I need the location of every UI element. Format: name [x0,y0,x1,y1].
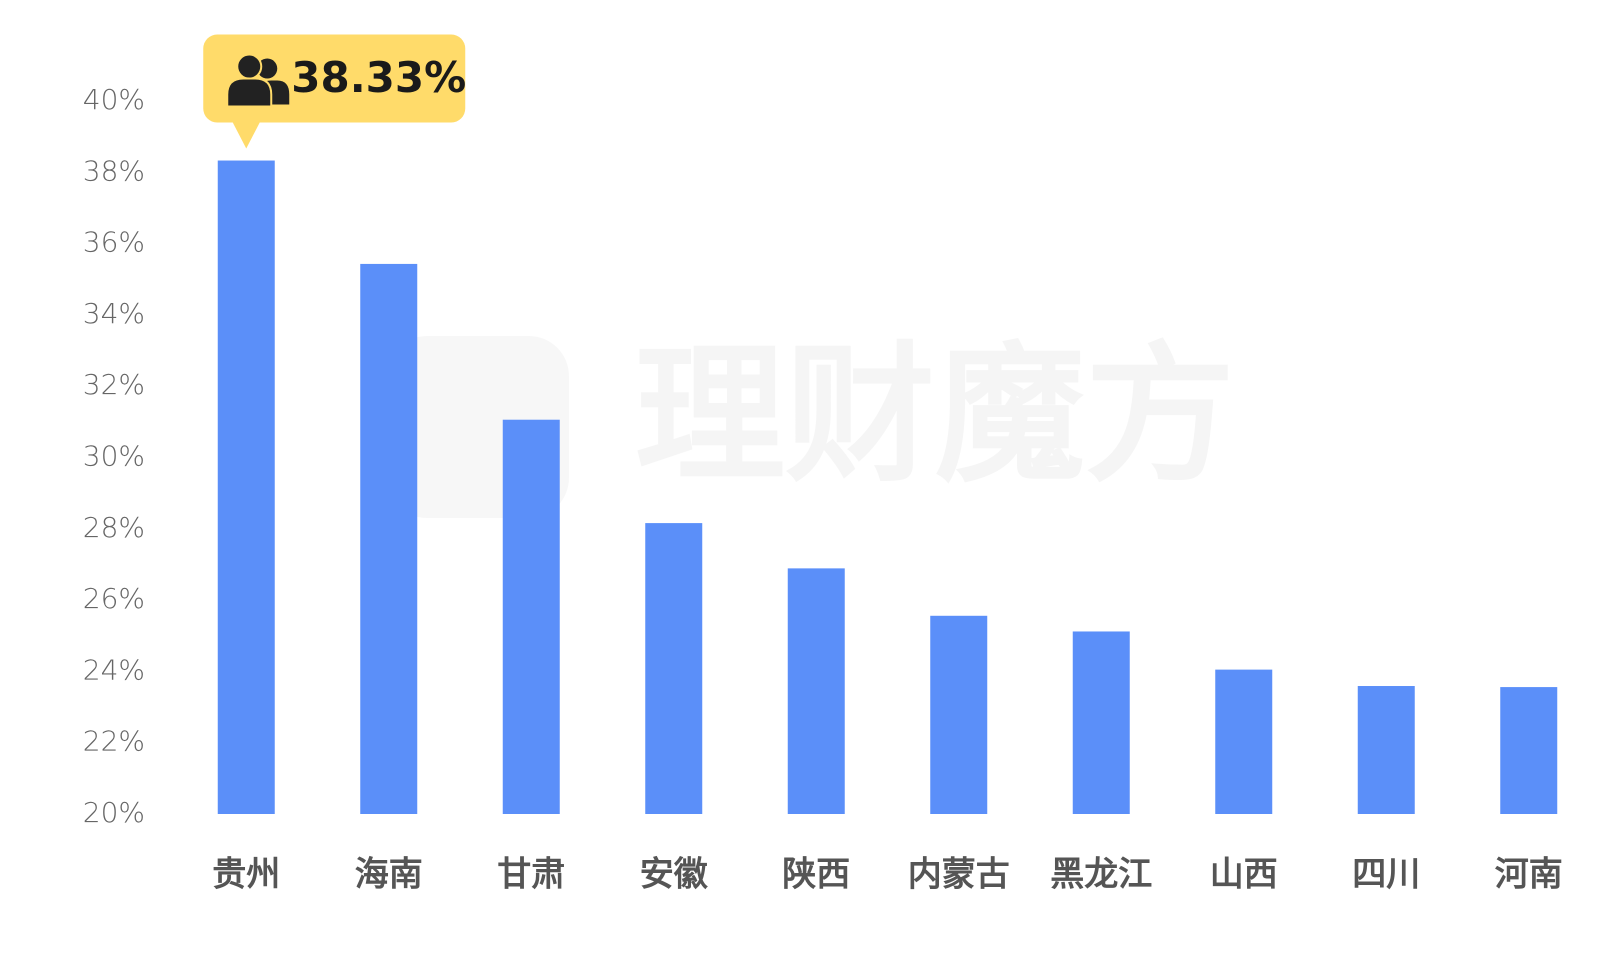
bar [787,568,845,814]
bar [502,419,560,814]
y-tick-label: 36% [83,226,145,259]
bar [1357,686,1415,814]
value-label: 38.33% [203,34,466,149]
y-tick-label: 32% [83,368,145,401]
x-tick-label: 内蒙古 [908,855,1010,895]
x-tick-label: 山西 [1210,855,1278,895]
y-tick-label: 26% [83,582,145,615]
y-tick-label: 28% [83,511,145,544]
bar [360,263,418,814]
icon [257,58,278,79]
y-tick-label: 30% [83,440,145,473]
y-tick-label: 38% [83,154,145,187]
bar [1215,669,1273,814]
icon [226,77,273,108]
icon [236,53,263,80]
bar [645,523,703,814]
y-tick-label: 34% [83,297,145,330]
x-tick-label: 贵州 [212,855,280,895]
x-tick-label: 安徽 [640,855,709,895]
y-tick-label: 40% [83,83,145,116]
bar [930,615,988,814]
x-tick-label: 黑龙江 [1050,855,1152,895]
x-tick-label: 海南 [355,855,423,895]
x-tick-label: 陕西 [782,855,850,895]
x-tick-label: 四川 [1352,855,1420,895]
label-pointer [232,121,261,149]
y-tick-label: 20% [83,796,145,829]
bar [1072,631,1130,814]
value-label-text: 38.33% [291,53,466,102]
x-tick-label: 河南 [1495,855,1563,895]
bar [1500,687,1558,814]
y-tick-label: 22% [83,725,145,758]
y-tick-label: 24% [83,653,145,686]
x-tick-label: 甘肃 [497,855,565,895]
watermark: 理财魔方 [635,329,1235,503]
bar [217,160,275,814]
